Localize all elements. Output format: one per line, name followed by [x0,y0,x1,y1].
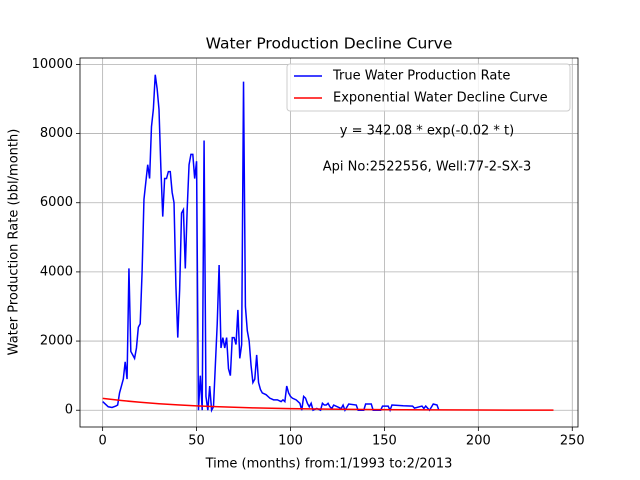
data-line [102,397,554,411]
chart-title: Water Production Decline Curve [206,35,453,53]
y-axis-label: Water Production Rate (bbl/month) [7,129,22,356]
x-tick-label: 200 [466,434,491,449]
legend-label: True Water Production Rate [332,69,510,84]
annotation: y = 342.08 * exp(-0.02 * t) [340,124,514,139]
plot-frame [79,57,579,428]
y-tick-label: 0 [65,403,73,418]
x-tick-label: 150 [372,434,397,449]
x-axis-label: Time (months) from:1/1993 to:2/2013 [205,457,453,472]
data-line [102,74,440,413]
y-tick-label: 6000 [40,195,73,210]
legend-label: Exponential Water Decline Curve [333,91,548,106]
annotation: Api No:2522556, Well:77-2-SX-3 [323,160,531,175]
y-tick-label: 2000 [40,334,73,349]
x-tick-label: 50 [188,434,205,449]
x-tick-label: 100 [278,434,303,449]
y-tick-label: 10000 [32,57,73,72]
y-tick-label: 4000 [40,264,73,279]
legend-box [286,63,571,112]
x-tick-label: 0 [98,434,106,449]
x-tick-label: 250 [560,434,585,449]
y-tick-label: 8000 [40,126,73,141]
